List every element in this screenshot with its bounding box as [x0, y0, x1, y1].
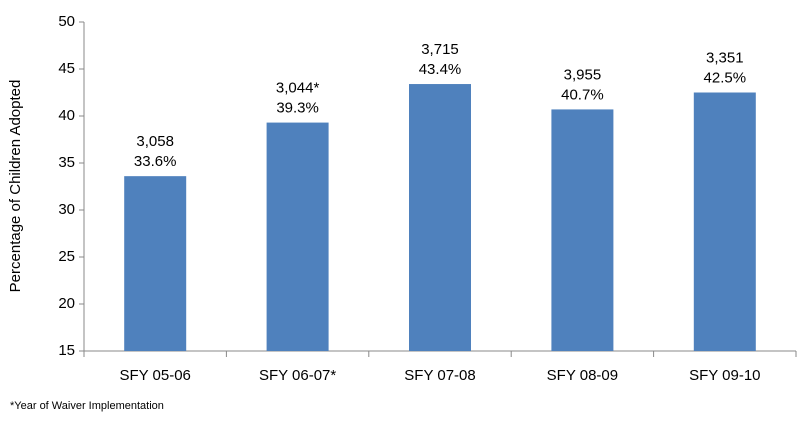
count-label: 3,044* — [276, 80, 320, 97]
bar — [266, 122, 329, 351]
x-tick-label: SFY 05-06 — [119, 367, 190, 384]
value-label: 33.6% — [134, 153, 177, 170]
value-label: 39.3% — [276, 100, 319, 117]
x-tick-label: SFY 07-08 — [404, 367, 475, 384]
y-tick-label: 30 — [58, 201, 75, 218]
value-label: 42.5% — [704, 69, 747, 86]
bar — [124, 176, 187, 351]
count-label: 3,351 — [706, 49, 744, 66]
count-label: 3,955 — [564, 66, 602, 83]
y-axis-label: Percentage of Children Adopted — [7, 80, 24, 293]
value-label: 40.7% — [561, 86, 604, 103]
footnote: *Year of Waiver Implementation — [10, 400, 164, 412]
y-tick-label: 25 — [58, 248, 75, 265]
x-tick-label: SFY 09-10 — [689, 367, 760, 384]
x-tick-label: SFY 08-09 — [547, 367, 618, 384]
y-tick-label: 15 — [58, 342, 75, 359]
value-label: 43.4% — [419, 61, 462, 78]
y-tick-label: 45 — [58, 60, 75, 77]
count-label: 3,715 — [421, 41, 459, 58]
bar — [693, 92, 756, 351]
y-tick-label: 35 — [58, 154, 75, 171]
bar — [409, 84, 471, 351]
x-tick-label: SFY 06-07* — [259, 367, 336, 384]
count-label: 3,058 — [136, 133, 174, 150]
y-tick-label: 40 — [58, 107, 75, 124]
bar — [551, 109, 614, 351]
y-tick-label: 50 — [58, 13, 75, 30]
y-tick-label: 20 — [58, 295, 75, 312]
